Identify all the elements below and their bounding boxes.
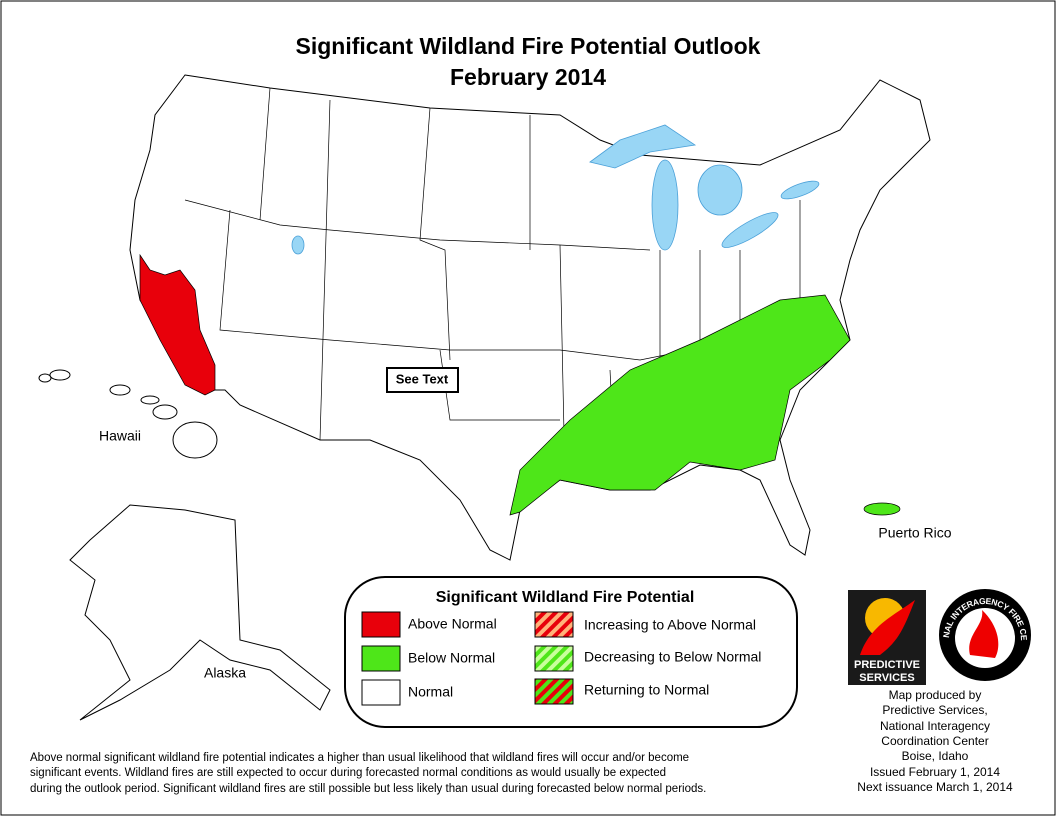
below-normal-area (509, 294, 851, 516)
legend: Significant Wildland Fire Potential Abov… (344, 576, 798, 728)
legend-title: Significant Wildland Fire Potential (436, 589, 695, 606)
puerto-rico-label: Puerto Rico (878, 525, 951, 541)
footnote-line: during the outlook period. Significant w… (30, 783, 706, 795)
swatch (361, 611, 401, 638)
credit-line: Predictive Services, (882, 703, 987, 717)
alaska (69, 504, 331, 721)
hawaii-label: Hawaii (99, 428, 141, 444)
logo-city: Boise, Idaho (966, 669, 1005, 676)
puerto-rico (863, 502, 901, 516)
see-text-box (386, 367, 459, 393)
legend-label: Below Normal (408, 650, 495, 666)
title: Significant Wildland Fire Potential Outl… (296, 33, 761, 59)
footnote: Above normal significant wildland fire p… (30, 752, 706, 795)
credits: Map produced by Predictive Services, Nat… (857, 688, 1013, 794)
hawaii-islands (38, 369, 218, 459)
credit-line: Boise, Idaho (902, 749, 969, 763)
swatch (534, 645, 574, 672)
great-lakes (291, 124, 820, 255)
legend-label: Normal (408, 684, 453, 700)
swatch (534, 678, 574, 705)
logo-text: PREDICTIVE (854, 659, 920, 671)
logo-text: SERVICES (859, 672, 914, 684)
predictive-logo: PREDICTIVE SERVICES (848, 590, 926, 685)
legend-label: Returning to Normal (584, 682, 709, 698)
legend-label: Above Normal (408, 616, 497, 632)
above-normal-area (139, 253, 216, 396)
footnote-line: Above normal significant wildland fire p… (30, 752, 689, 764)
swatch (534, 611, 574, 638)
see-text: See Text (396, 371, 449, 386)
credit-line: Next issuance March 1, 2014 (857, 780, 1013, 794)
swatch (361, 679, 401, 706)
subtitle: February 2014 (450, 64, 606, 90)
legend-label: Decreasing to Below Normal (584, 649, 761, 665)
legend-label: Increasing to Above Normal (584, 617, 756, 633)
alaska-label: Alaska (204, 665, 246, 681)
footnote-line: significant events. Wildland fires are s… (30, 767, 666, 779)
logo-flame (969, 610, 999, 658)
credit-line: National Interagency (880, 719, 990, 733)
swatch (361, 645, 401, 672)
credit-line: Issued February 1, 2014 (870, 765, 1000, 779)
logo-flame (860, 600, 915, 655)
credit-line: Coordination Center (881, 734, 988, 748)
credit-line: Map produced by (889, 688, 982, 702)
